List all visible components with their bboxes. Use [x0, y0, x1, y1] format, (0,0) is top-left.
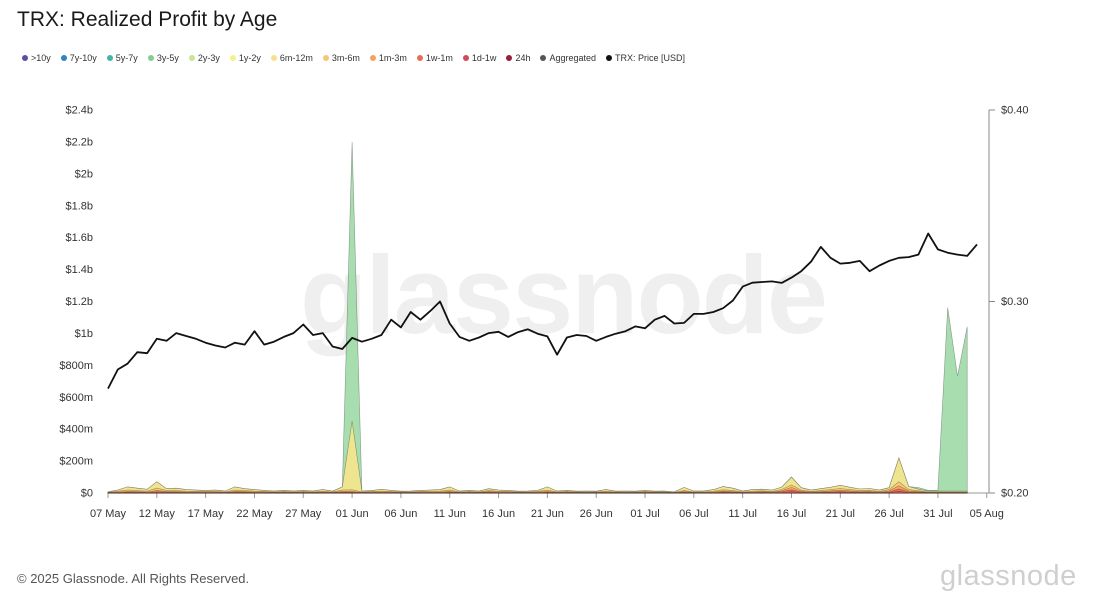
x-tick-label: 26 Jul: [874, 508, 903, 520]
y-left-tick-label: $1.4b: [65, 264, 93, 276]
area-series-6m-12m: [107, 421, 968, 494]
legend-label: 3m-6m: [331, 53, 360, 63]
x-tick-label: 01 Jun: [336, 508, 369, 520]
legend-item-6m-12m[interactable]: 6m-12m: [270, 53, 313, 63]
chart-title: TRX: Realized Profit by Age: [17, 8, 278, 31]
legend-dot-icon: [106, 55, 113, 61]
y-right-tick-label: $0.20: [1001, 488, 1029, 500]
y-left-tick-label: $0: [81, 488, 93, 500]
glassnode-logo: glassnode: [940, 560, 1077, 592]
x-tick-label: 07 May: [90, 508, 127, 520]
legend-label: 3y-5y: [156, 53, 179, 63]
y-left-tick-label: $400m: [59, 424, 93, 436]
x-tick-label: 01 Jul: [630, 508, 659, 520]
y-right-tick-label: $0.30: [1001, 296, 1029, 308]
y-left-tick-label: $200m: [59, 456, 93, 468]
y-left-tick-label: $2b: [75, 168, 93, 180]
legend-item-24h[interactable]: 24h: [506, 53, 530, 63]
chart-legend: >10y 7y-10y 5y-7y 3y-5y 2y-3y 1y-2y 6m-12m 3m-6…: [22, 53, 685, 63]
legend-item-1y-2y[interactable]: 1y-2y: [229, 53, 261, 63]
y-left-tick-label: $600m: [59, 392, 93, 404]
line-series-trx-price: [107, 232, 978, 390]
legend-label: 1m-3m: [378, 53, 407, 63]
watermark: glassnode: [300, 234, 828, 357]
legend-item-2y-3y[interactable]: 2y-3y: [188, 53, 220, 63]
legend-label: 1w-1m: [425, 53, 453, 63]
legend-dot-icon: [462, 55, 469, 61]
legend-label: Aggregated: [549, 53, 597, 63]
legend-label: 6m-12m: [279, 53, 313, 63]
legend-dot-icon: [506, 55, 513, 61]
legend-dot-icon: [322, 55, 329, 61]
x-tick-label: 16 Jul: [777, 508, 806, 520]
area-series-3y-5y: [107, 141, 968, 494]
x-tick-label: 16 Jun: [482, 508, 515, 520]
legend-label: 24h: [515, 53, 531, 63]
legend-dot-icon: [60, 55, 67, 61]
legend-item-aggregated[interactable]: Aggregated: [540, 53, 596, 63]
legend-item-trx-price-usd[interactable]: TRX: Price [USD]: [606, 53, 685, 63]
y-left-tick-label: $1.6b: [65, 232, 93, 244]
y-left-tick-label: $2.2b: [65, 136, 93, 148]
x-tick-label: 22 May: [236, 508, 273, 520]
legend-dot-icon: [188, 55, 195, 61]
copyright-text: © 2025 Glassnode. All Rights Reserved.: [17, 571, 250, 586]
x-tick-label: 17 May: [188, 508, 225, 520]
legend-label: 1d-1w: [471, 53, 497, 63]
x-tick-label: 06 Jun: [384, 508, 417, 520]
x-tick-label: 21 Jul: [826, 508, 855, 520]
legend-label: 7y-10y: [69, 53, 97, 63]
legend-label: 1y-2y: [238, 53, 261, 63]
legend-item-3y-5y[interactable]: 3y-5y: [147, 53, 179, 63]
legend-dot-icon: [540, 55, 547, 61]
y-left-tick-label: $1.2b: [65, 296, 93, 308]
legend-item-5y-7y[interactable]: 5y-7y: [106, 53, 138, 63]
legend-item-3m-6m[interactable]: 3m-6m: [322, 53, 360, 63]
legend-item-1w-1m[interactable]: 1w-1m: [416, 53, 453, 63]
legend-label: 2y-3y: [197, 53, 220, 63]
legend-dot-icon: [270, 55, 277, 61]
legend-item-10y[interactable]: >10y: [22, 53, 51, 63]
x-tick-label: 11 Jun: [434, 508, 466, 520]
x-tick-label: 21 Jun: [531, 508, 564, 520]
area-series-1d-1w: [107, 491, 968, 494]
legend-dot-icon: [606, 55, 613, 61]
x-tick-label: 11 Jul: [728, 508, 757, 520]
legend-item-1d-1w[interactable]: 1d-1w: [462, 53, 497, 63]
y-right-tick-label: $0.40: [1001, 105, 1029, 117]
y-left-tick-label: $1.8b: [65, 200, 93, 212]
legend-dot-icon: [147, 55, 154, 61]
legend-item-7y-10y[interactable]: 7y-10y: [60, 53, 97, 63]
area-series-1w-1m: [107, 488, 968, 494]
y-left-tick-label: $2.4b: [65, 105, 93, 117]
x-tick-label: 31 Jul: [923, 508, 952, 520]
x-tick-label: 05 Aug: [970, 508, 1004, 520]
y-left-tick-label: $800m: [59, 360, 93, 372]
legend-dot-icon: [229, 55, 236, 61]
legend-label: >10y: [31, 53, 51, 63]
legend-dot-icon: [369, 55, 376, 61]
x-tick-label: 12 May: [139, 508, 176, 520]
y-left-tick-label: $1b: [75, 328, 93, 340]
legend-dot-icon: [416, 55, 423, 61]
legend-dot-icon: [22, 55, 28, 61]
area-series-1m-3m: [107, 485, 968, 494]
legend-label: TRX: Price [USD]: [615, 53, 686, 63]
legend-label: 5y-7y: [115, 53, 138, 63]
x-tick-label: 26 Jun: [580, 508, 613, 520]
x-tick-label: 06 Jul: [679, 508, 708, 520]
legend-item-1m-3m[interactable]: 1m-3m: [369, 53, 407, 63]
x-tick-label: 27 May: [285, 508, 322, 520]
